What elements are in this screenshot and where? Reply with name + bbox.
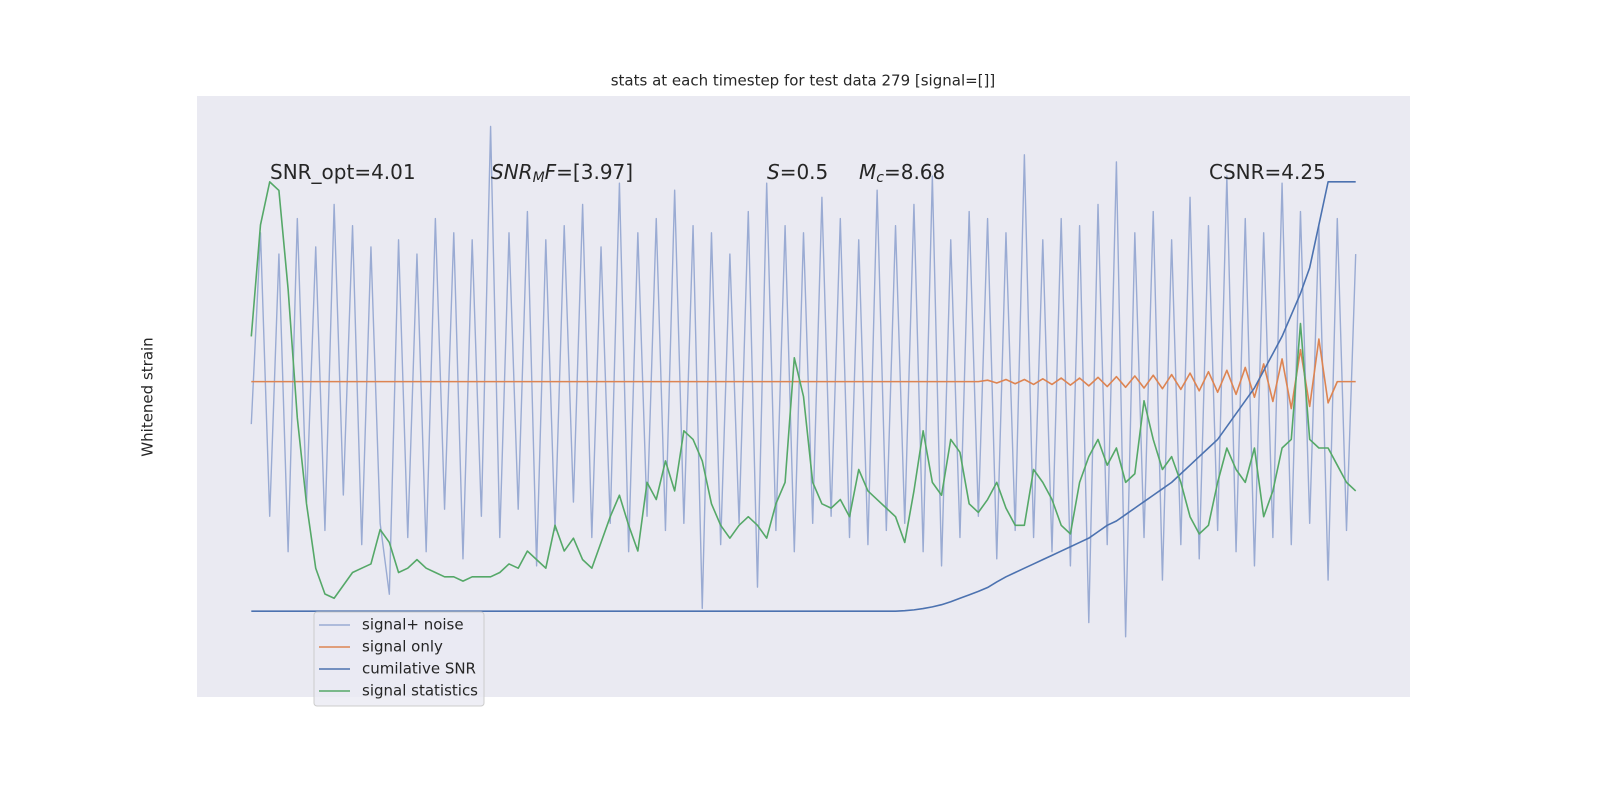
series-line bbox=[250, 181, 1357, 600]
legend-label: signal statistics bbox=[362, 682, 478, 700]
annotation: CSNR=4.25 bbox=[1209, 160, 1326, 184]
annotation-part: SNR_opt=4.01 bbox=[270, 160, 416, 184]
annotation-part: c bbox=[876, 170, 884, 186]
annotation-part: =0.5 bbox=[780, 160, 829, 184]
annotation: S=0.5 bbox=[767, 160, 828, 184]
annotation-part: M bbox=[533, 170, 545, 186]
annotation: Mc=8.68 bbox=[859, 160, 945, 187]
series-line bbox=[251, 181, 1356, 612]
annotation-part: M bbox=[859, 160, 876, 184]
chart-title: stats at each timestep for test data 279… bbox=[611, 72, 996, 90]
series-line bbox=[251, 338, 1356, 410]
annotation: SNR_opt=4.01 bbox=[270, 160, 416, 184]
annotation-part: =8.68 bbox=[884, 160, 945, 184]
legend: signal+ noise signal only cumilative SNR si… bbox=[313, 611, 485, 707]
series-line bbox=[250, 125, 1357, 638]
annotation-part: =[3.97] bbox=[556, 160, 633, 184]
annotations: SNR_opt=4.01 SNRMF=[3.97] S=0.5 Mc=8.68 CSNR… bbox=[270, 160, 1326, 187]
annotation: SNRMF=[3.97] bbox=[491, 160, 633, 187]
legend-box bbox=[313, 611, 485, 707]
annotation-part: F bbox=[545, 160, 557, 184]
plot-marks bbox=[250, 125, 1357, 638]
legend-label: signal only bbox=[362, 638, 443, 656]
legend-label: signal+ noise bbox=[362, 616, 464, 634]
annotation-part: SNR bbox=[491, 160, 533, 184]
legend-label: cumilative SNR bbox=[362, 660, 476, 678]
y-axis-label: Whitened strain bbox=[139, 337, 157, 456]
annotation-part: S bbox=[767, 160, 780, 184]
annotation-part: CSNR=4.25 bbox=[1209, 160, 1326, 184]
